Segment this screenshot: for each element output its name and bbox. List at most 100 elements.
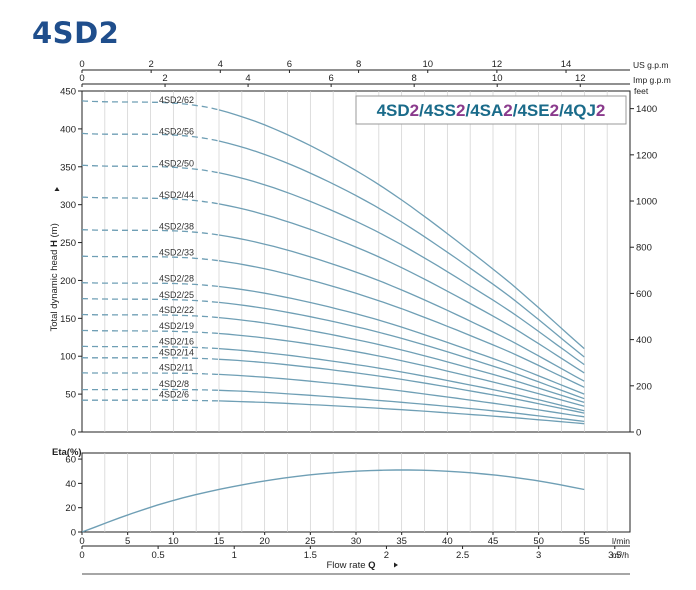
head-grid bbox=[104, 91, 608, 432]
m3h-tick-label: 2 bbox=[384, 550, 389, 561]
eta-y-tick-label: 60 bbox=[65, 455, 76, 466]
head-curve-dashed bbox=[82, 372, 220, 376]
head-y-tick-label: 350 bbox=[60, 162, 76, 173]
imp-gpm-unit: Imp g.p.m bbox=[633, 75, 671, 85]
imp-gpm-tick-label: 8 bbox=[412, 73, 417, 84]
lmin-tick-label: 0 bbox=[79, 536, 84, 547]
head-curves bbox=[81, 100, 585, 425]
model-banner: 4SD2/4SS2/4SA2/4SE2/4QJ2 bbox=[355, 95, 627, 125]
head-curve-dashed bbox=[81, 164, 220, 174]
head-curve-dashed bbox=[82, 388, 220, 391]
curve-label: 4SD2/6 bbox=[159, 390, 189, 400]
head-curve bbox=[218, 389, 585, 423]
bottom-axes: 0 5 10 15 20 25 30 35 40 45 50 55 l/min 0 0.5 1 1.5 2 2.5 3… bbox=[79, 532, 630, 571]
lmin-tick-label: 5 bbox=[125, 536, 130, 547]
feet-tick-label: 200 bbox=[636, 381, 652, 392]
lmin-tick-label: 40 bbox=[442, 536, 453, 547]
m3h-unit: m³/h bbox=[612, 550, 629, 560]
curve-label: 4SD2/22 bbox=[159, 305, 194, 315]
feet-tick-label: 600 bbox=[636, 289, 652, 300]
us-gpm-unit: US g.p.m bbox=[633, 60, 668, 70]
curve-label: 4SD2/16 bbox=[159, 337, 194, 347]
curve-label: 4SD2/50 bbox=[159, 159, 194, 169]
lmin-tick-label: 35 bbox=[396, 536, 407, 547]
head-curve bbox=[218, 140, 585, 358]
curve-label: 4SD2/33 bbox=[159, 248, 194, 258]
eta-grid bbox=[104, 453, 608, 532]
feet-tick-label: 0 bbox=[636, 428, 641, 439]
curve-label: 4SD2/25 bbox=[159, 290, 194, 300]
feet-axis-unit: feet bbox=[634, 86, 649, 96]
head-curve bbox=[218, 358, 585, 414]
m3h-tick-label: 0.5 bbox=[152, 550, 165, 561]
feet-tick-label: 400 bbox=[636, 335, 652, 346]
head-curve-dashed bbox=[81, 229, 220, 236]
head-curve-dashed bbox=[81, 297, 220, 304]
x-axis-label: Flow rate Q bbox=[326, 560, 375, 571]
m3h-tick-label: 0 bbox=[79, 550, 84, 561]
m3h-tick-label: 2.5 bbox=[456, 550, 469, 561]
curve-label: 4SD2/14 bbox=[159, 347, 194, 357]
us-gpm-tick-label: 0 bbox=[79, 59, 84, 70]
eta-curve-line bbox=[81, 469, 585, 533]
head-curve-dashed bbox=[81, 313, 220, 319]
feet-tick-label: 800 bbox=[636, 243, 652, 254]
head-curve bbox=[218, 316, 585, 404]
curve-label: 4SD2/44 bbox=[159, 190, 194, 200]
eta-y-tick-label: 20 bbox=[65, 503, 76, 514]
head-curve-dashed bbox=[81, 282, 220, 288]
head-y-tick-label: 100 bbox=[60, 352, 76, 363]
curve-label: 4SD2/56 bbox=[159, 126, 194, 136]
head-curve-dashed bbox=[81, 196, 220, 205]
us-gpm-tick-label: 2 bbox=[148, 59, 153, 70]
head-curve-dashed bbox=[82, 399, 220, 402]
head-curve-dashed bbox=[81, 100, 220, 111]
m3h-tick-label: 3 bbox=[536, 550, 541, 561]
feet-tick-label: 1400 bbox=[636, 104, 657, 115]
head-curve bbox=[218, 301, 585, 400]
model-banner-box bbox=[355, 95, 627, 125]
curve-label: 4SD2/28 bbox=[159, 274, 194, 284]
lmin-unit: l/min bbox=[612, 536, 630, 546]
head-y-tick-label: 250 bbox=[60, 238, 76, 249]
m3h-tick-label: 3.5 bbox=[608, 550, 621, 561]
us-gpm-tick-label: 10 bbox=[422, 59, 433, 70]
lmin-tick-label: 25 bbox=[305, 536, 316, 547]
head-curve bbox=[218, 373, 585, 418]
head-y-tick-label: 0 bbox=[71, 428, 76, 439]
imp-gpm-tick-label: 10 bbox=[492, 73, 503, 84]
curve-label: 4SD2/62 bbox=[159, 95, 194, 105]
head-curve-labels: 4SD2/62 4SD2/56 4SD2/50 4SD2/44 4SD2/38 4SD2/… bbox=[159, 95, 194, 400]
curve-label: 4SD2/11 bbox=[159, 363, 193, 373]
head-curve-dashed bbox=[81, 255, 220, 262]
curve-label: 4SD2/38 bbox=[159, 222, 194, 232]
head-curve bbox=[218, 203, 585, 374]
m3h-tick-label: 1 bbox=[232, 550, 237, 561]
eta-y-axis-label: Eta(%) bbox=[52, 447, 82, 458]
head-y-tick-label: 450 bbox=[60, 87, 76, 98]
head-curve bbox=[218, 347, 585, 412]
head-y-axis-label: Total dynamic head H (m) bbox=[49, 223, 60, 331]
head-y-tick-label: 200 bbox=[60, 276, 76, 287]
head-curve bbox=[218, 260, 585, 388]
us-gpm-tick-label: 12 bbox=[492, 59, 503, 70]
lmin-tick-label: 15 bbox=[214, 536, 225, 547]
head-curve bbox=[218, 400, 585, 425]
imp-gpm-tick-label: 12 bbox=[575, 73, 586, 84]
head-y-tick-label: 50 bbox=[65, 390, 76, 401]
x-axis-arrow-icon bbox=[394, 562, 398, 568]
head-curve-dashed bbox=[82, 345, 220, 350]
curve-label: 4SD2/19 bbox=[159, 321, 194, 331]
lmin-tick-label: 30 bbox=[351, 536, 362, 547]
us-gpm-tick-label: 14 bbox=[561, 59, 572, 70]
imp-gpm-tick-label: 6 bbox=[328, 73, 333, 84]
us-gpm-tick-label: 6 bbox=[287, 59, 292, 70]
model-banner-text: 4SD2/4SS2/4SA2/4SE2/4QJ2 bbox=[377, 101, 606, 120]
eta-curve bbox=[81, 469, 585, 533]
imp-gpm-tick-label: 4 bbox=[245, 73, 250, 84]
feet-tick-label: 1000 bbox=[636, 197, 657, 208]
